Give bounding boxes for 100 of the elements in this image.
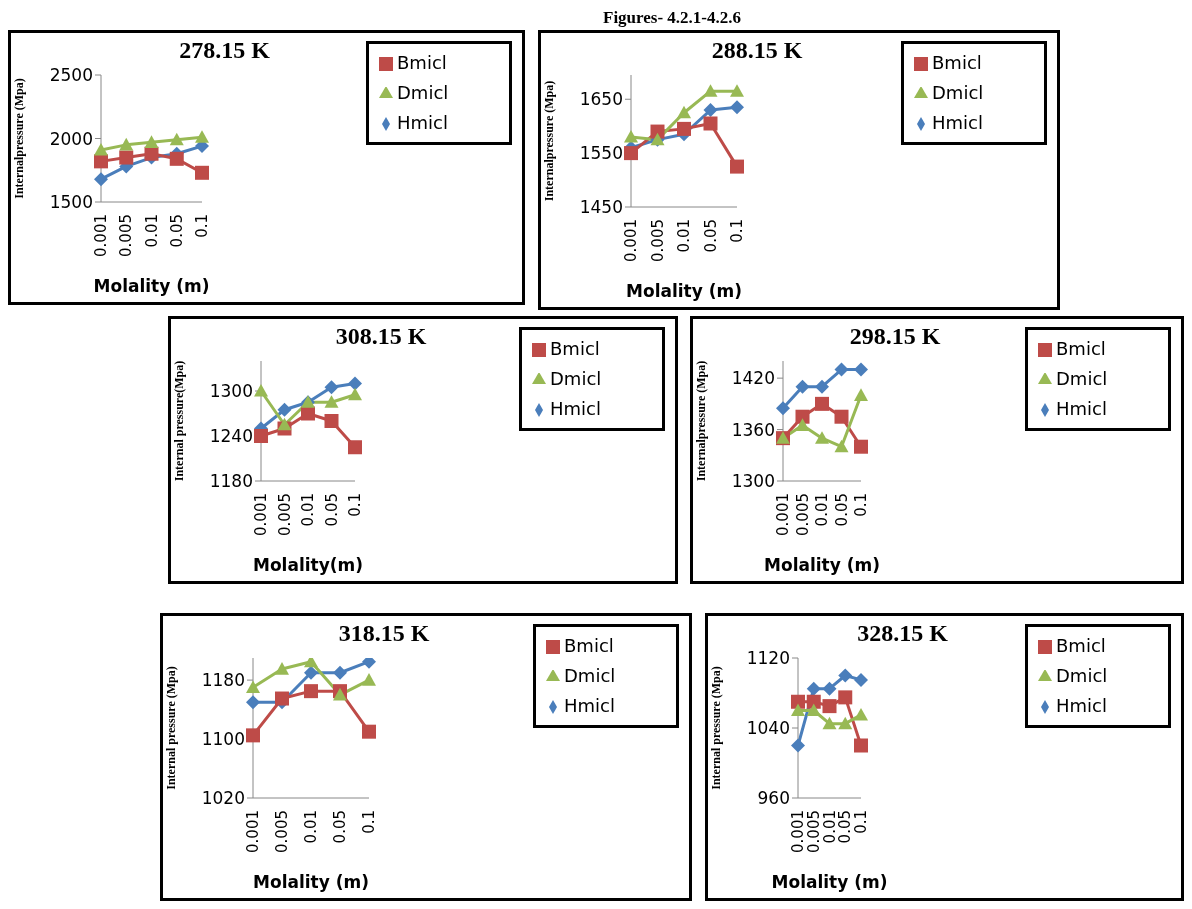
- y-axis-title: Internal pressure(Mpa): [172, 360, 187, 482]
- y-tick-label: 1020: [201, 788, 245, 809]
- x-tick-label: 0.001: [252, 493, 270, 536]
- point: [822, 716, 837, 730]
- point: [795, 379, 810, 394]
- point: [791, 694, 805, 709]
- point: [348, 376, 362, 391]
- x-axis-title: Molality(m): [252, 555, 364, 575]
- y-tick-label: 1420: [731, 368, 775, 389]
- legend-label: Bmicl: [932, 52, 982, 73]
- point: [703, 84, 718, 97]
- legend-label: Bmicl: [550, 338, 600, 359]
- x-tick-label: 0.1: [852, 810, 870, 834]
- y-tick-label: 1180: [209, 471, 253, 492]
- x-tick-label: 0.01: [813, 493, 831, 527]
- point: [703, 116, 718, 131]
- point: [275, 662, 289, 675]
- legend-label: Hmicl: [932, 112, 983, 133]
- point: [854, 672, 868, 687]
- legend-label: Bmicl: [1056, 338, 1106, 359]
- y-tick-label: 1240: [209, 426, 253, 447]
- chart-title: 298.15 K: [848, 323, 942, 350]
- point: [834, 362, 849, 377]
- y-tick-label: 1120: [746, 648, 790, 669]
- legend-label: Dmicl: [932, 82, 984, 103]
- x-tick-label: 0.05: [832, 493, 851, 527]
- point: [677, 121, 691, 136]
- y-tick-label: 960: [757, 788, 790, 809]
- point: [730, 159, 744, 174]
- point: [324, 395, 339, 408]
- point: [834, 439, 849, 453]
- point: [854, 707, 868, 721]
- point: [94, 172, 108, 187]
- point: [195, 130, 209, 143]
- point: [776, 401, 790, 416]
- x-axis-title: Molality (m): [253, 872, 369, 892]
- point: [254, 384, 268, 397]
- x-tick-label: 0.01: [299, 493, 317, 527]
- point: [677, 105, 691, 119]
- y-tick-label: 2000: [49, 128, 93, 149]
- point: [169, 151, 184, 166]
- legend-label: Dmicl: [550, 368, 602, 389]
- point: [806, 681, 821, 696]
- x-tick-label: 0.1: [346, 493, 364, 517]
- point: [94, 142, 108, 156]
- point: [838, 668, 853, 683]
- chart-title: 308.15 K: [334, 323, 428, 350]
- point: [277, 402, 292, 417]
- y-tick-label: 1040: [746, 718, 790, 739]
- point: [795, 409, 810, 424]
- y-axis-title: Internal pressure (Mpa): [709, 666, 724, 790]
- x-tick-label: 0.1: [360, 810, 378, 834]
- x-tick-label: 0.01: [675, 219, 693, 253]
- point: [838, 716, 853, 730]
- point: [348, 387, 362, 401]
- point: [301, 406, 315, 421]
- text: Figures- 4.2.1-4.2.6: [603, 8, 742, 28]
- x-tick-label: 0.1: [728, 219, 746, 243]
- point: [362, 673, 376, 686]
- point: [791, 703, 805, 717]
- legend-label: Bmicl: [564, 635, 614, 656]
- point: [834, 409, 849, 424]
- y-axis-title: Internalpressure (Mpa): [694, 360, 709, 482]
- x-axis-title: Molality (m): [93, 276, 210, 296]
- point: [246, 695, 260, 710]
- chart-title: 278.15 K: [178, 37, 271, 64]
- y-tick-label: 1300: [209, 381, 253, 402]
- point: [822, 699, 837, 714]
- y-tick-label: 1100: [201, 729, 245, 750]
- x-tick-label: 0.05: [836, 810, 855, 844]
- point: [815, 379, 829, 394]
- point: [304, 665, 318, 680]
- point: [815, 431, 829, 444]
- point: [854, 439, 868, 454]
- legend-label: Dmicl: [564, 665, 616, 686]
- x-tick-label: 0.005: [117, 214, 136, 257]
- legend-label: Dmicl: [1056, 665, 1108, 686]
- x-tick-label: 0.001: [622, 219, 640, 262]
- point: [324, 380, 339, 395]
- x-axis-title: Molality (m): [771, 872, 888, 892]
- x-tick-label: 0.05: [701, 219, 720, 253]
- x-tick-label: 0.05: [331, 810, 349, 844]
- legend-label: Hmicl: [550, 398, 601, 419]
- y-tick-label: 1450: [579, 197, 623, 218]
- chart-title: 328.15 K: [856, 620, 949, 647]
- y-axis-title: Internalpressure (Mpa): [12, 78, 27, 199]
- point: [169, 132, 184, 146]
- legend-label: Hmicl: [564, 695, 615, 716]
- legend-label: Dmicl: [1056, 368, 1108, 389]
- legend-label: Bmicl: [397, 52, 447, 73]
- x-tick-label: 0.01: [302, 810, 320, 844]
- y-tick-label: 1360: [731, 419, 775, 440]
- legend-label: Hmicl: [397, 112, 448, 133]
- point: [119, 137, 134, 151]
- point: [703, 103, 718, 118]
- point: [624, 129, 638, 143]
- x-tick-label: 0.1: [852, 493, 870, 517]
- x-tick-label: 0.001: [789, 810, 807, 853]
- x-tick-label: 0.005: [648, 219, 667, 262]
- point: [806, 703, 821, 717]
